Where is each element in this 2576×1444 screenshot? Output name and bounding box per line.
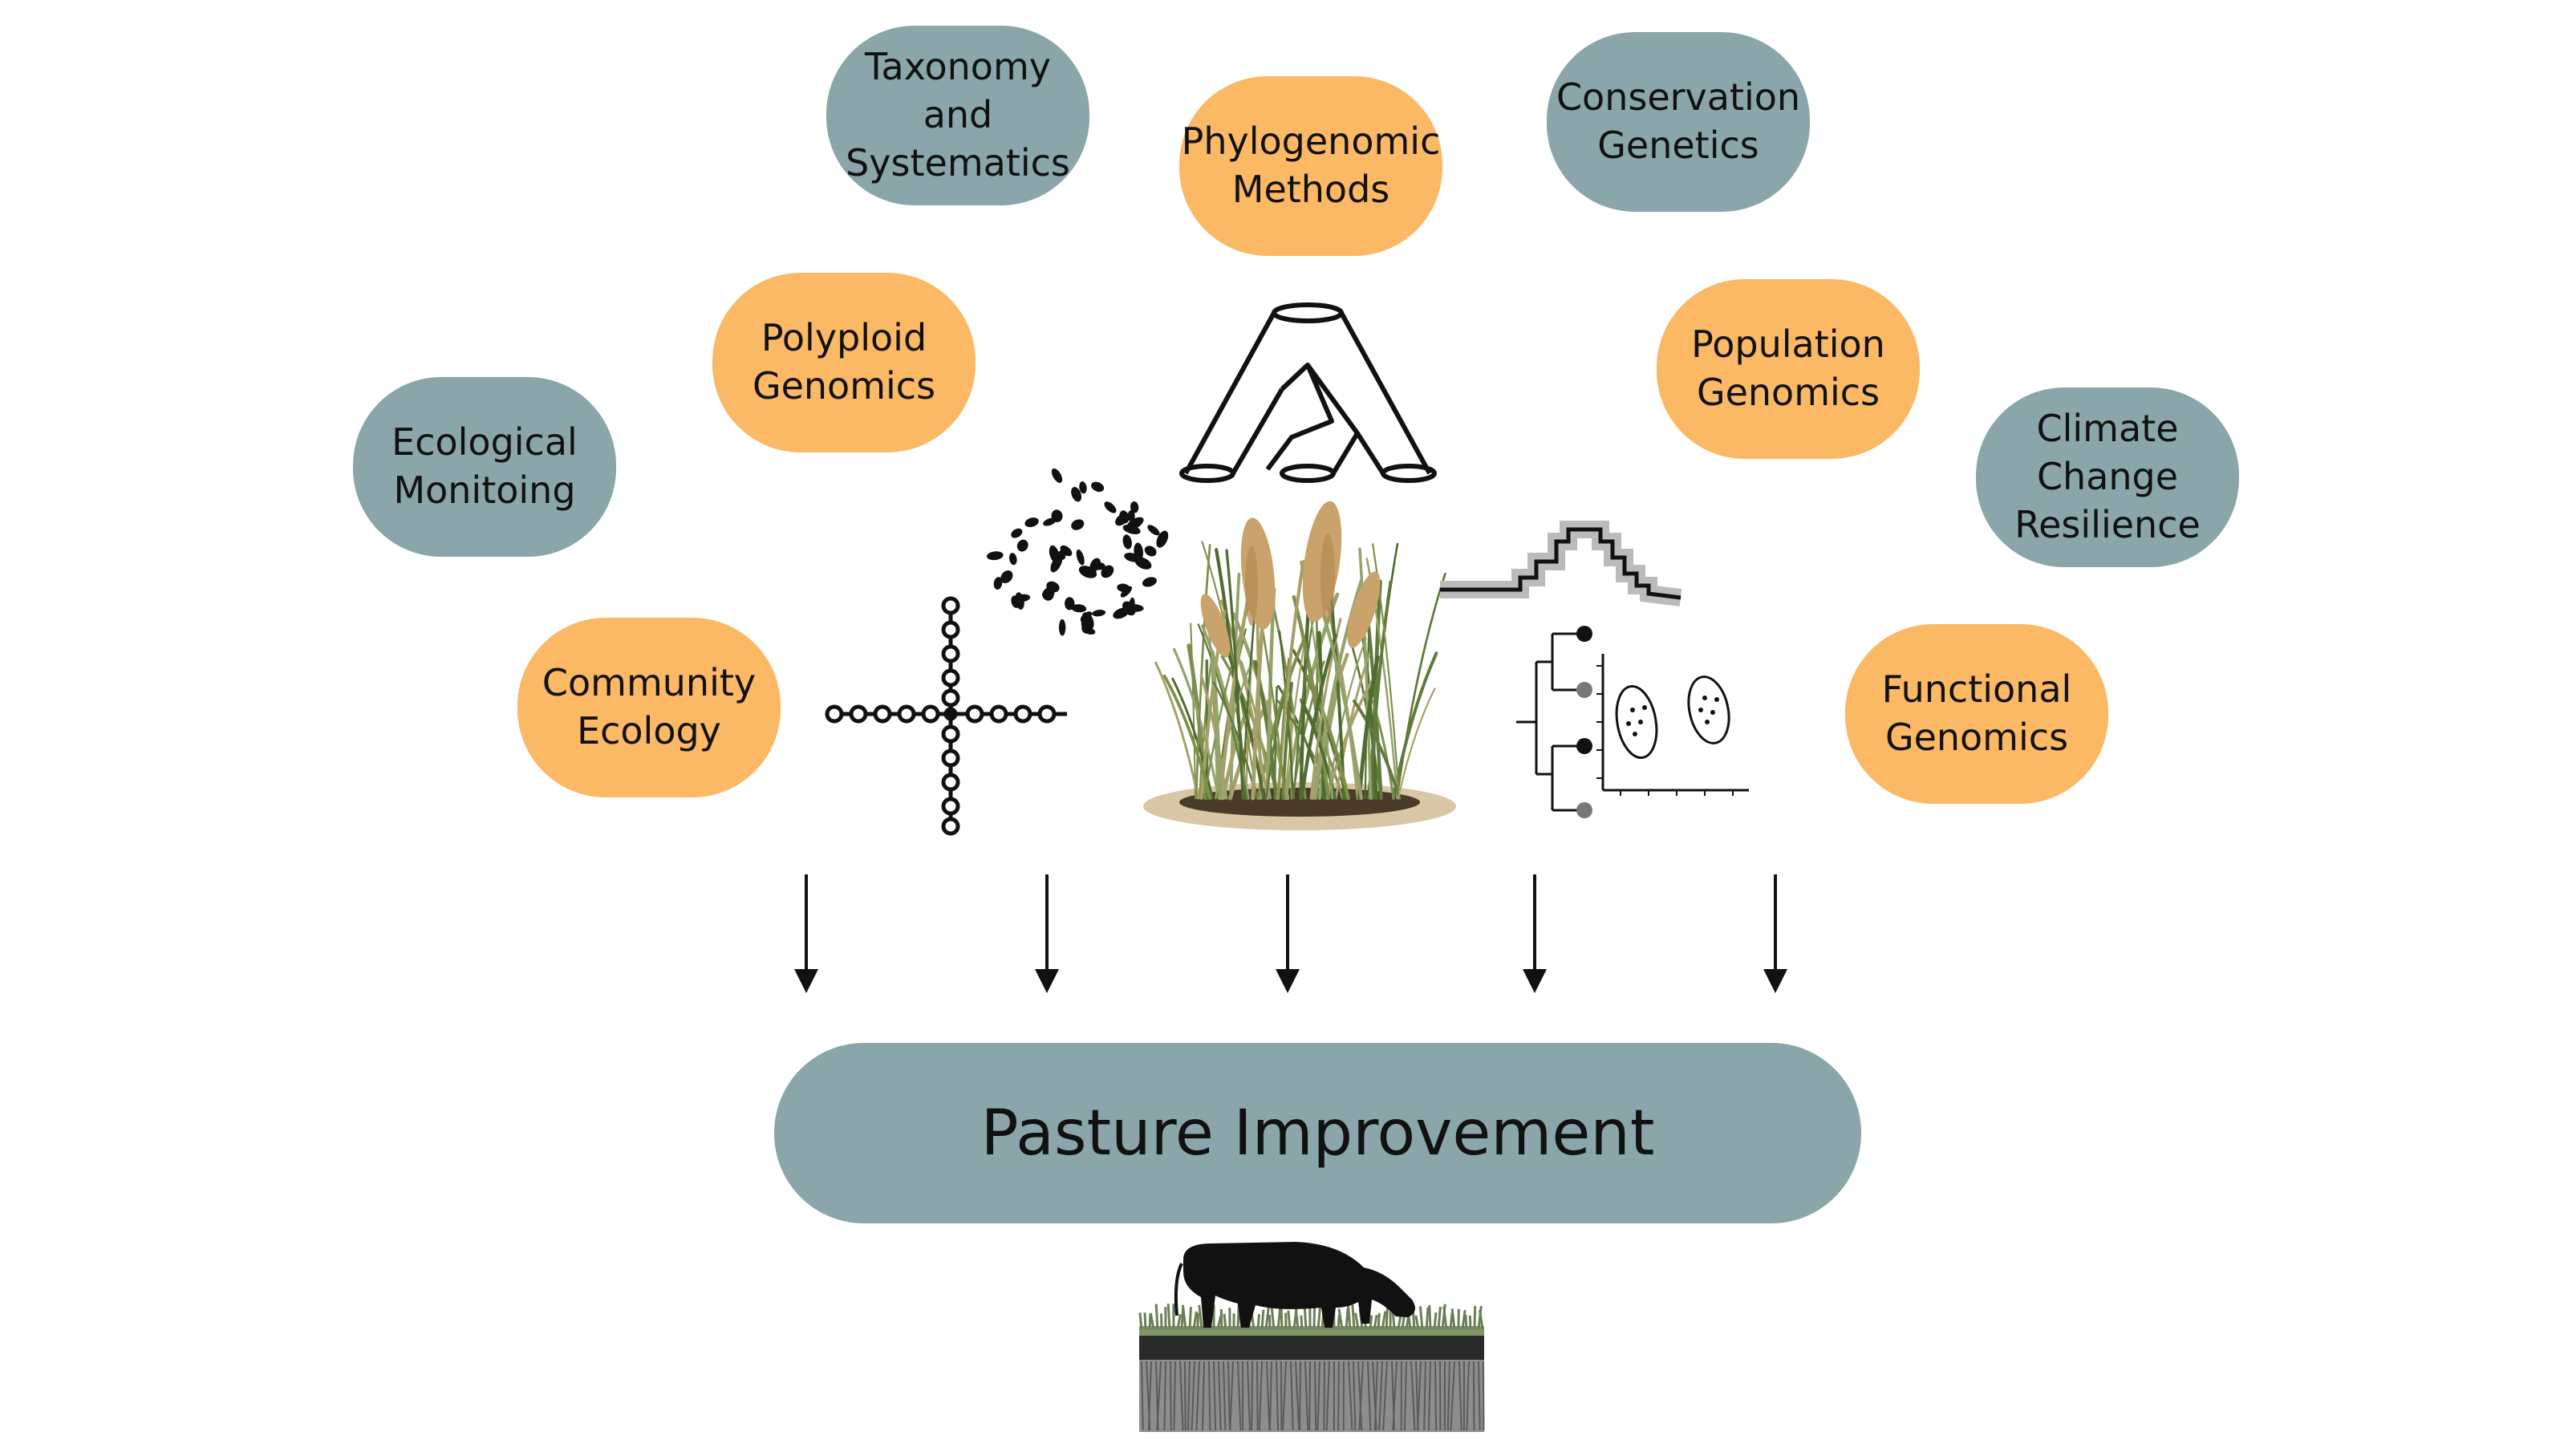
chromosome-cloud-icon bbox=[986, 468, 1169, 636]
topic-ecological: Ecological Monitoing bbox=[353, 377, 616, 557]
topic-population: Population Genomics bbox=[1657, 279, 1920, 459]
topic-taxonomy: Taxonomy and Systematics bbox=[826, 26, 1089, 205]
topic-phylogenomic: Phylogenomic Methods bbox=[1179, 76, 1442, 256]
haplotype-network-icon bbox=[825, 596, 1067, 836]
topic-polyploid: Polyploid Genomics bbox=[712, 273, 976, 452]
tree-and-pca-icon bbox=[1516, 626, 1749, 818]
down-arrow-icon bbox=[1763, 874, 1787, 993]
down-arrow-icon bbox=[794, 874, 818, 993]
topic-climate: Climate Change Resilience bbox=[1976, 387, 2239, 567]
down-arrow-icon bbox=[1523, 874, 1547, 993]
species-tree-icon bbox=[1179, 302, 1437, 483]
demographic-history-icon bbox=[1440, 521, 1682, 606]
down-arrow-icon bbox=[1276, 874, 1300, 993]
topic-conservation: Conservation Genetics bbox=[1547, 32, 1810, 212]
topic-community: Community Ecology bbox=[517, 618, 781, 797]
topic-functional: Functional Genomics bbox=[1845, 624, 2108, 804]
grass-tussock-icon bbox=[1143, 501, 1456, 830]
outcome-pill: Pasture Improvement bbox=[774, 1043, 1861, 1223]
down-arrow-icon bbox=[1035, 874, 1059, 993]
grazing-cow-icon bbox=[1138, 1242, 1485, 1432]
